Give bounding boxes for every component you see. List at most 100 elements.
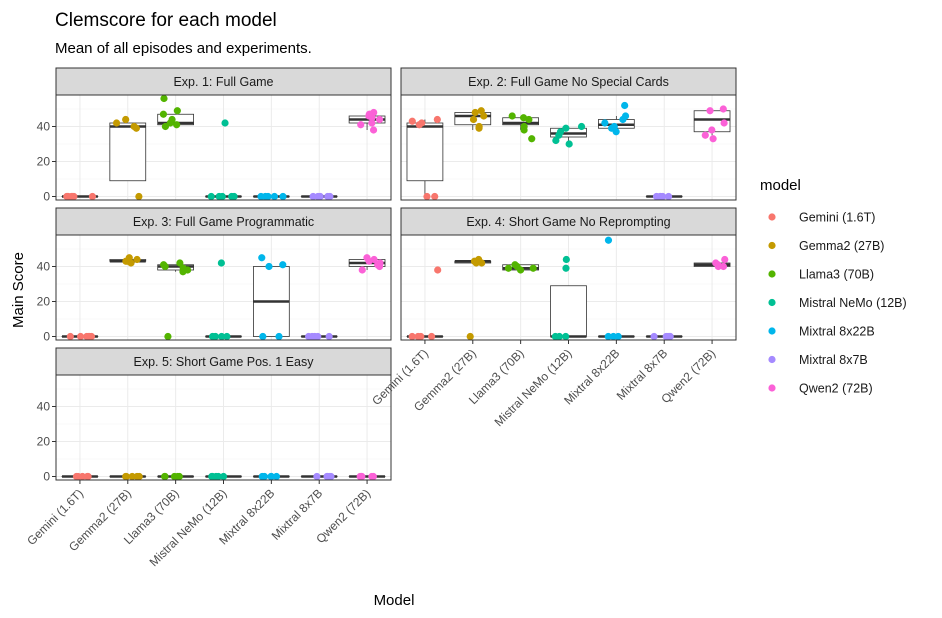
facet-panel: Exp. 1: Full Game 0 20 40 (37, 67, 392, 204)
data-point (469, 115, 478, 124)
legend-swatch (768, 241, 776, 250)
data-point (176, 259, 184, 267)
box-iqr (109, 122, 147, 182)
data-point (161, 262, 169, 271)
data-point (604, 332, 612, 341)
facet-strip-label: Exp. 3: Full Game Programmatic (133, 215, 314, 229)
data-point (66, 332, 74, 341)
data-point (258, 254, 266, 262)
facet-panel: Exp. 2: Full Game No Special Cards (400, 67, 737, 201)
x-axis-title: Model (374, 592, 415, 609)
data-point (221, 119, 229, 127)
data-point (122, 115, 130, 124)
data-point (528, 135, 536, 143)
legend-swatch (768, 327, 776, 335)
data-point (708, 126, 716, 134)
data-point (612, 128, 620, 136)
data-point (478, 259, 486, 267)
facet-strip-label: Exp. 5: Short Game Pos. 1 Easy (134, 355, 315, 369)
data-point (279, 192, 287, 201)
facet-strip (400, 67, 737, 96)
facet-panel: Exp. 4: Short Game No Reprompting (400, 207, 737, 341)
y-tick-label: 40 (37, 260, 51, 274)
data-point (208, 472, 216, 481)
data-point (472, 259, 480, 267)
data-point (357, 121, 365, 129)
data-point (562, 332, 570, 341)
data-point (368, 119, 376, 127)
legend-label: Mixtral 8x22B (799, 325, 875, 339)
legend: Gemini (1.6T) Gemma2 (27B) Llama3 (70B) Mis… (762, 207, 907, 398)
data-point (466, 332, 474, 341)
data-point (160, 94, 168, 103)
facet-panel: Exp. 5: Short Game Pos. 1 Easy 0 20 40 (37, 347, 392, 484)
data-point (427, 332, 436, 341)
data-point (207, 192, 215, 201)
legend-title: model (760, 177, 801, 194)
y-tick-label: 20 (37, 155, 51, 169)
data-point (664, 332, 672, 341)
legend-label: Gemma2 (27B) (799, 239, 884, 253)
legend-label: Mixtral 8x7B (799, 353, 868, 367)
data-point (314, 332, 322, 341)
data-point (164, 332, 172, 341)
chart-subtitle: Mean of all episodes and experiments. (55, 40, 312, 57)
data-point (508, 112, 516, 120)
data-point (112, 119, 121, 127)
data-point (433, 115, 441, 124)
data-point (414, 332, 422, 341)
data-point (719, 262, 728, 271)
data-point (721, 255, 729, 264)
y-tick-label: 0 (43, 470, 50, 484)
data-point (133, 255, 141, 264)
box-iqr (406, 122, 444, 182)
data-point (325, 472, 333, 481)
legend-label: Mistral NeMo (12B) (799, 296, 907, 310)
data-point (720, 119, 728, 127)
data-point (217, 259, 225, 267)
data-point (358, 472, 366, 481)
data-point (305, 332, 313, 341)
data-point (258, 472, 266, 481)
data-point (316, 192, 324, 201)
data-point (325, 332, 333, 341)
data-point (709, 135, 717, 143)
legend-swatch (768, 213, 776, 221)
data-point (179, 268, 187, 276)
data-point (87, 332, 96, 341)
data-point (173, 121, 181, 129)
data-point (551, 332, 559, 341)
data-point (309, 192, 317, 201)
legend-swatch (768, 298, 776, 307)
data-point (621, 101, 629, 110)
y-axis-title: Main Score (10, 252, 27, 328)
data-point (228, 192, 236, 201)
data-point (214, 472, 222, 481)
data-point (577, 122, 586, 131)
data-point (529, 264, 537, 272)
facet-strip-label: Exp. 2: Full Game No Special Cards (468, 75, 669, 89)
data-point (173, 107, 181, 115)
data-point (128, 472, 136, 481)
data-point (415, 121, 423, 129)
data-point (423, 192, 431, 201)
data-point (431, 192, 439, 201)
data-point (471, 108, 479, 117)
data-point (211, 332, 220, 341)
data-point (374, 261, 382, 269)
panel-border (400, 94, 737, 201)
data-point (656, 192, 664, 201)
data-point (84, 472, 92, 481)
legend-label: Llama3 (70B) (799, 268, 874, 282)
data-point (434, 266, 442, 274)
data-point (408, 332, 416, 341)
data-point (604, 236, 613, 244)
data-point (122, 257, 130, 265)
panel-border (55, 94, 392, 201)
data-point (161, 122, 170, 131)
data-point (76, 332, 85, 341)
facet-panels: Exp. 1: Full Game 0 20 40 Exp. 2: Full Game … (37, 67, 737, 484)
data-point (664, 192, 673, 201)
data-point (326, 192, 334, 201)
legend-swatch (768, 355, 776, 364)
